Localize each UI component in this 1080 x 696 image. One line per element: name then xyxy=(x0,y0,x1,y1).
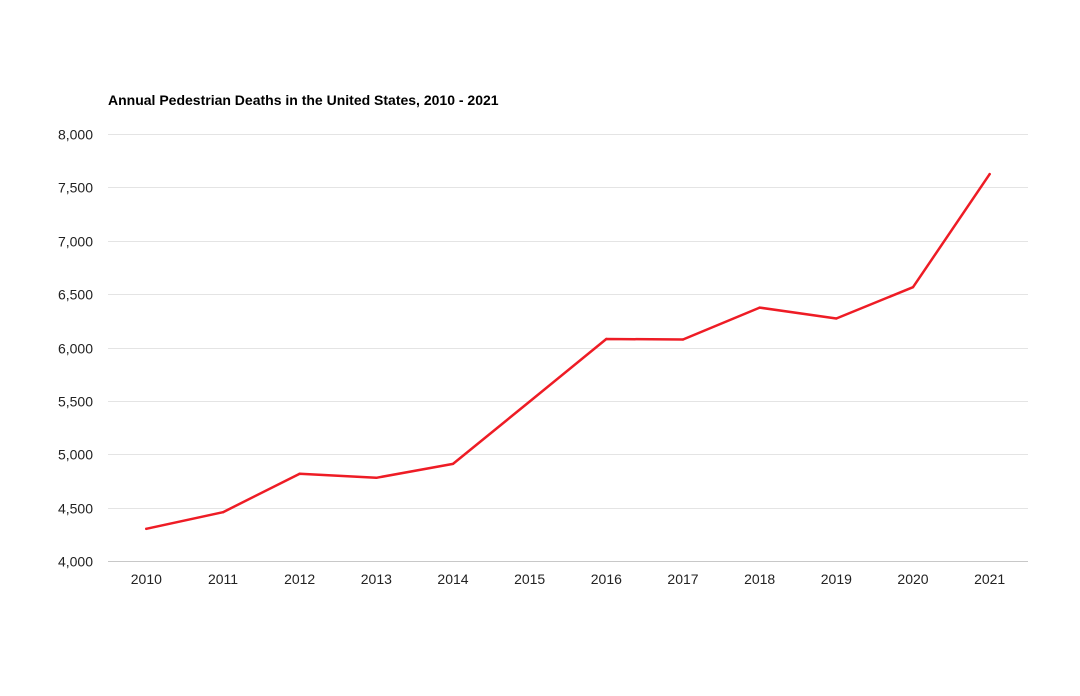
y-tick-label: 5,000 xyxy=(58,447,93,463)
y-axis: 4,000 4,500 5,000 5,500 6,000 6,500 7,000 7,500… xyxy=(58,127,93,570)
x-tick-label: 2012 xyxy=(284,571,315,587)
data-point xyxy=(298,472,301,475)
x-tick-label: 2010 xyxy=(131,571,162,587)
data-point xyxy=(835,317,838,320)
y-tick-label: 7,500 xyxy=(58,180,93,196)
data-point xyxy=(681,338,685,341)
x-tick-label: 2011 xyxy=(208,571,238,587)
data-point xyxy=(758,306,761,309)
x-axis: 2010 2011 2012 2013 2014 2015 2016 2017 2018 2019… xyxy=(131,571,1006,587)
x-tick-label: 2013 xyxy=(361,571,392,587)
data-point xyxy=(605,337,608,341)
data-point xyxy=(988,172,991,176)
data-point xyxy=(375,476,378,480)
y-tick-label: 5,500 xyxy=(58,394,93,410)
data-point xyxy=(528,400,531,403)
y-tick-label: 6,500 xyxy=(58,287,93,303)
y-tick-label: 8,000 xyxy=(58,127,93,143)
x-tick-label: 2014 xyxy=(437,571,468,587)
data-point xyxy=(221,511,225,514)
y-tick-label: 4,000 xyxy=(58,554,93,570)
gridlines xyxy=(108,134,1028,562)
x-tick-label: 2016 xyxy=(591,571,622,587)
chart-title: Annual Pedestrian Deaths in the United S… xyxy=(108,92,499,108)
y-tick-label: 4,500 xyxy=(58,501,93,517)
y-tick-label: 6,000 xyxy=(58,341,93,357)
data-point xyxy=(451,462,455,466)
series-line xyxy=(145,172,991,531)
data-point xyxy=(911,285,915,289)
x-tick-label: 2019 xyxy=(821,571,852,587)
series-layer xyxy=(145,172,991,531)
x-tick-label: 2020 xyxy=(897,571,928,587)
y-tick-label: 7,000 xyxy=(58,234,93,250)
data-point xyxy=(145,527,148,530)
x-tick-label: 2018 xyxy=(744,571,775,587)
x-tick-label: 2015 xyxy=(514,571,545,587)
x-tick-label: 2017 xyxy=(667,571,698,587)
x-tick-label: 2021 xyxy=(974,571,1005,587)
